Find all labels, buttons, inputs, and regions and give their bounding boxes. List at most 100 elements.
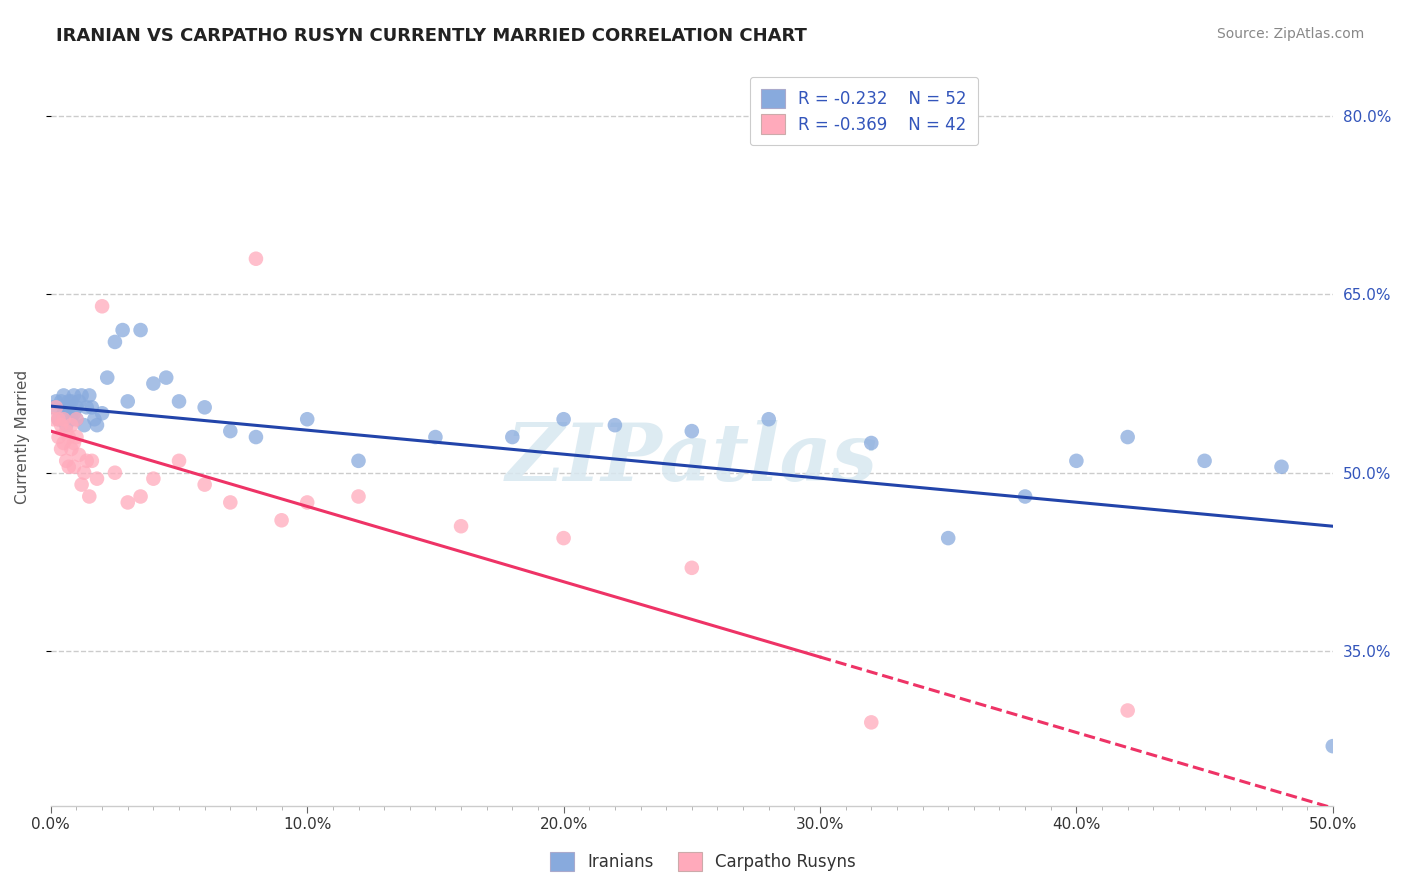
Point xyxy=(91,299,114,313)
Point xyxy=(142,376,165,391)
Point xyxy=(860,715,883,730)
Point xyxy=(553,412,575,426)
Point xyxy=(270,513,292,527)
Point xyxy=(48,412,70,426)
Point xyxy=(1322,739,1344,753)
Point xyxy=(52,406,75,420)
Point xyxy=(936,531,959,545)
Point xyxy=(117,495,139,509)
Point xyxy=(681,561,703,575)
Point xyxy=(79,490,101,504)
Point xyxy=(70,477,93,491)
Point xyxy=(117,394,139,409)
Point xyxy=(297,412,319,426)
Point xyxy=(91,406,114,420)
Point xyxy=(96,370,118,384)
Point xyxy=(1116,430,1139,444)
Point xyxy=(60,394,83,409)
Legend: R = -0.232    N = 52, R = -0.369    N = 42: R = -0.232 N = 52, R = -0.369 N = 42 xyxy=(749,77,979,145)
Point xyxy=(55,401,77,415)
Point xyxy=(104,334,127,349)
Point xyxy=(129,323,152,337)
Point xyxy=(63,406,86,420)
Point xyxy=(129,490,152,504)
Point xyxy=(45,394,67,409)
Legend: Iranians, Carpatho Rusyns: Iranians, Carpatho Rusyns xyxy=(541,843,865,880)
Point xyxy=(48,430,70,444)
Point xyxy=(65,412,87,426)
Point xyxy=(49,394,72,409)
Point xyxy=(52,388,75,402)
Point xyxy=(65,401,87,415)
Point xyxy=(49,418,72,433)
Point xyxy=(63,388,86,402)
Point xyxy=(245,252,267,266)
Point xyxy=(104,466,127,480)
Point xyxy=(60,418,83,433)
Point xyxy=(86,472,108,486)
Point xyxy=(758,412,780,426)
Y-axis label: Currently Married: Currently Married xyxy=(15,370,30,504)
Point xyxy=(65,430,87,444)
Point xyxy=(1066,454,1088,468)
Point xyxy=(42,412,65,426)
Point xyxy=(167,394,190,409)
Point xyxy=(86,418,108,433)
Point xyxy=(83,412,105,426)
Point xyxy=(42,401,65,415)
Point xyxy=(1270,459,1292,474)
Point xyxy=(58,394,80,409)
Point xyxy=(142,472,165,486)
Point xyxy=(58,430,80,444)
Point xyxy=(297,495,319,509)
Point xyxy=(76,454,98,468)
Text: Source: ZipAtlas.com: Source: ZipAtlas.com xyxy=(1216,27,1364,41)
Point xyxy=(79,388,101,402)
Point xyxy=(681,424,703,438)
Point xyxy=(603,418,626,433)
Point xyxy=(219,424,242,438)
Point xyxy=(58,459,80,474)
Point xyxy=(48,412,70,426)
Point xyxy=(80,454,103,468)
Point xyxy=(67,448,90,462)
Point xyxy=(76,401,98,415)
Point xyxy=(194,477,217,491)
Point xyxy=(860,436,883,450)
Point xyxy=(245,430,267,444)
Point xyxy=(55,424,77,438)
Point xyxy=(1014,490,1036,504)
Point xyxy=(450,519,472,533)
Point xyxy=(1116,704,1139,718)
Point xyxy=(73,418,96,433)
Point xyxy=(52,436,75,450)
Point xyxy=(347,454,370,468)
Point xyxy=(55,418,77,433)
Text: ZIPatlas: ZIPatlas xyxy=(506,420,877,498)
Point xyxy=(194,401,217,415)
Point xyxy=(111,323,134,337)
Point xyxy=(70,388,93,402)
Point xyxy=(49,442,72,456)
Point xyxy=(347,490,370,504)
Point xyxy=(155,370,177,384)
Point xyxy=(167,454,190,468)
Point xyxy=(73,466,96,480)
Point xyxy=(67,394,90,409)
Point xyxy=(65,412,87,426)
Point xyxy=(52,412,75,426)
Point xyxy=(58,401,80,415)
Point xyxy=(60,442,83,456)
Point xyxy=(63,436,86,450)
Point xyxy=(45,401,67,415)
Point xyxy=(60,412,83,426)
Text: IRANIAN VS CARPATHO RUSYN CURRENTLY MARRIED CORRELATION CHART: IRANIAN VS CARPATHO RUSYN CURRENTLY MARR… xyxy=(56,27,807,45)
Point xyxy=(501,430,523,444)
Point xyxy=(63,459,86,474)
Point xyxy=(80,401,103,415)
Point xyxy=(1194,454,1216,468)
Point xyxy=(425,430,447,444)
Point xyxy=(55,454,77,468)
Point xyxy=(219,495,242,509)
Point xyxy=(553,531,575,545)
